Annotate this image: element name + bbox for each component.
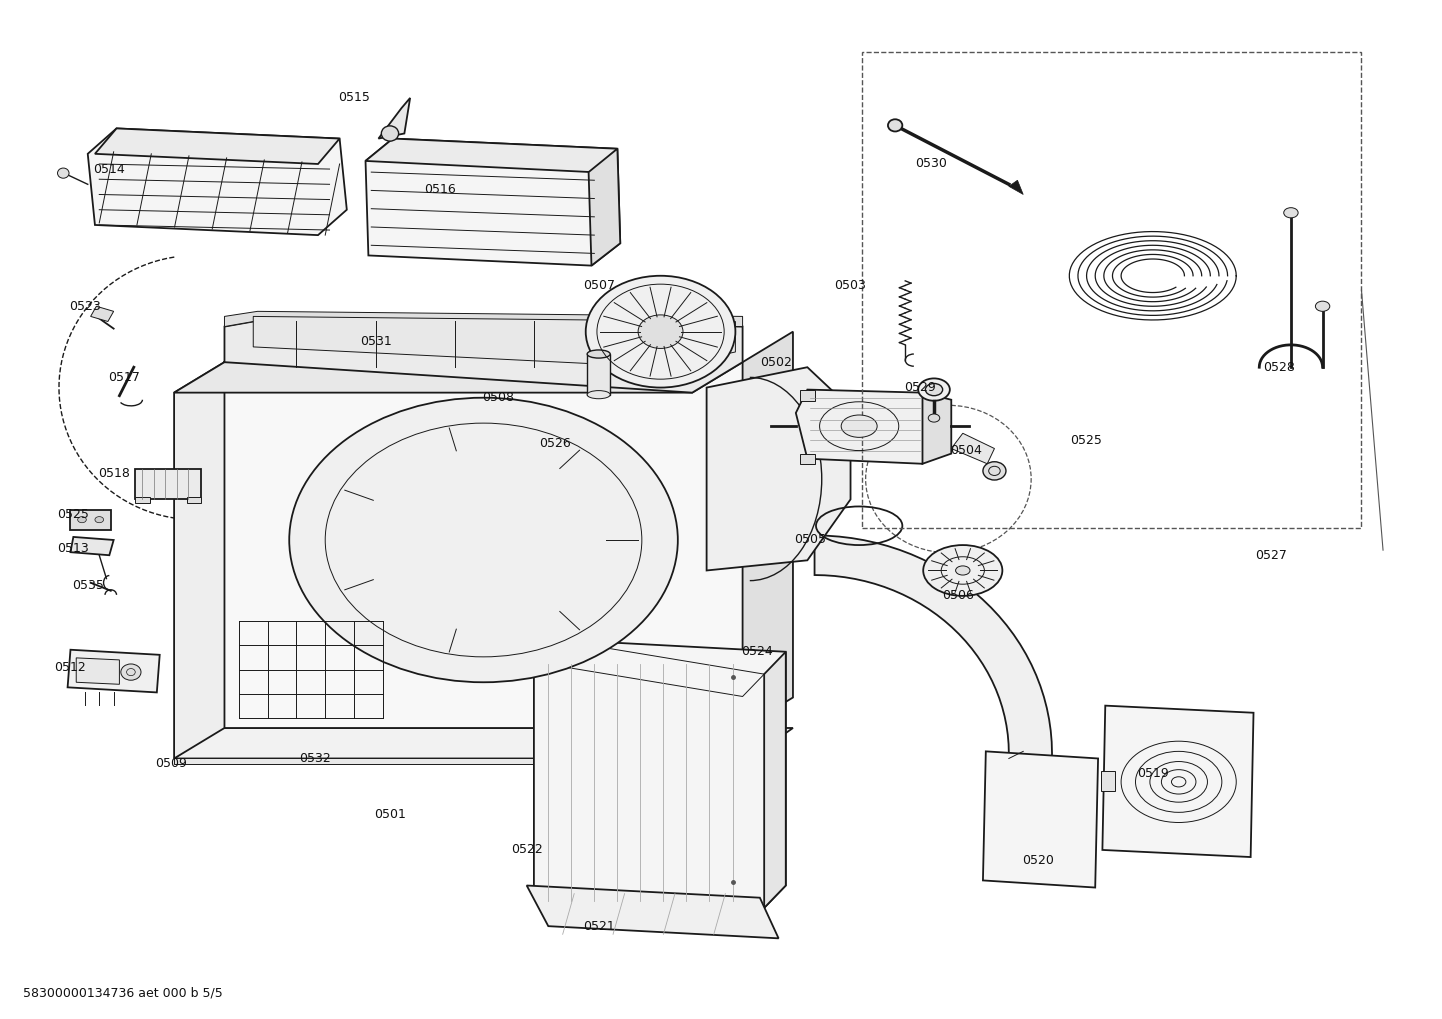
Polygon shape [174, 728, 793, 758]
Text: 0532: 0532 [300, 752, 332, 765]
Text: 0502: 0502 [760, 356, 792, 369]
Ellipse shape [587, 350, 610, 358]
Text: 0522: 0522 [510, 844, 542, 856]
Polygon shape [378, 98, 410, 139]
Ellipse shape [121, 664, 141, 681]
Polygon shape [254, 317, 735, 367]
Polygon shape [71, 537, 114, 555]
Text: 0518: 0518 [98, 468, 130, 480]
Bar [1100, 770, 1115, 791]
Polygon shape [764, 652, 786, 908]
Ellipse shape [929, 414, 940, 422]
Text: 0509: 0509 [156, 757, 187, 770]
Text: 0508: 0508 [482, 391, 513, 405]
Text: 0526: 0526 [539, 437, 571, 450]
Bar [862, 52, 1361, 528]
Polygon shape [95, 128, 340, 164]
Text: 0527: 0527 [1255, 548, 1286, 561]
Polygon shape [800, 453, 815, 464]
Polygon shape [588, 149, 620, 266]
Polygon shape [91, 307, 114, 322]
Polygon shape [365, 139, 617, 172]
Text: 58300000134736 aet 000 b 5/5: 58300000134736 aet 000 b 5/5 [23, 986, 222, 1000]
Polygon shape [923, 392, 952, 464]
Text: 0521: 0521 [583, 920, 614, 932]
Ellipse shape [381, 126, 398, 141]
Ellipse shape [983, 462, 1007, 480]
Text: 0531: 0531 [359, 335, 391, 348]
Text: 0512: 0512 [55, 660, 87, 674]
Ellipse shape [956, 566, 970, 575]
Polygon shape [225, 312, 743, 326]
Ellipse shape [1315, 302, 1330, 312]
Polygon shape [1102, 705, 1253, 857]
Text: 0529: 0529 [904, 381, 936, 394]
Polygon shape [952, 433, 995, 464]
Text: 0523: 0523 [69, 300, 101, 313]
Text: 0513: 0513 [58, 542, 89, 554]
Text: 0516: 0516 [424, 182, 456, 196]
Text: 0501: 0501 [373, 808, 405, 821]
Text: 0520: 0520 [1022, 854, 1054, 866]
Ellipse shape [919, 378, 950, 400]
Text: 0505: 0505 [795, 534, 826, 546]
Polygon shape [76, 658, 120, 685]
Polygon shape [815, 535, 1053, 852]
Polygon shape [526, 886, 779, 938]
Text: 0524: 0524 [741, 645, 773, 658]
Polygon shape [174, 758, 750, 763]
Ellipse shape [926, 383, 943, 395]
Bar [587, 354, 610, 394]
Ellipse shape [290, 397, 678, 683]
Text: 0528: 0528 [1263, 361, 1295, 374]
Polygon shape [88, 128, 348, 235]
Ellipse shape [1283, 208, 1298, 218]
Polygon shape [707, 367, 851, 571]
Text: 0506: 0506 [943, 589, 975, 602]
Bar [187, 497, 202, 503]
Polygon shape [796, 389, 934, 464]
Ellipse shape [923, 545, 1002, 596]
Polygon shape [174, 362, 225, 758]
Polygon shape [743, 331, 793, 728]
Text: 0514: 0514 [94, 163, 125, 175]
Text: 0519: 0519 [1136, 767, 1168, 781]
Text: 0530: 0530 [916, 158, 947, 170]
Ellipse shape [78, 517, 87, 523]
Polygon shape [534, 640, 786, 908]
Ellipse shape [888, 119, 903, 131]
Polygon shape [68, 650, 160, 693]
Text: 0525: 0525 [58, 508, 89, 521]
Ellipse shape [841, 415, 877, 437]
Polygon shape [225, 362, 743, 728]
Polygon shape [1009, 180, 1024, 195]
Text: 0507: 0507 [583, 279, 614, 292]
Text: 0525: 0525 [1070, 434, 1103, 447]
Text: 0504: 0504 [950, 444, 982, 458]
Polygon shape [225, 322, 743, 392]
Polygon shape [983, 751, 1097, 888]
Polygon shape [365, 139, 620, 266]
Bar [136, 497, 150, 503]
Ellipse shape [95, 517, 104, 523]
Bar [136, 469, 202, 499]
Ellipse shape [587, 390, 610, 398]
Polygon shape [800, 389, 815, 400]
Ellipse shape [58, 168, 69, 178]
Text: 0515: 0515 [337, 92, 371, 104]
Bar [71, 510, 111, 530]
Ellipse shape [639, 315, 684, 348]
Text: 0535: 0535 [72, 579, 104, 592]
Text: 0517: 0517 [108, 371, 140, 384]
Ellipse shape [585, 276, 735, 387]
Text: 0503: 0503 [835, 279, 867, 292]
Polygon shape [174, 362, 743, 392]
